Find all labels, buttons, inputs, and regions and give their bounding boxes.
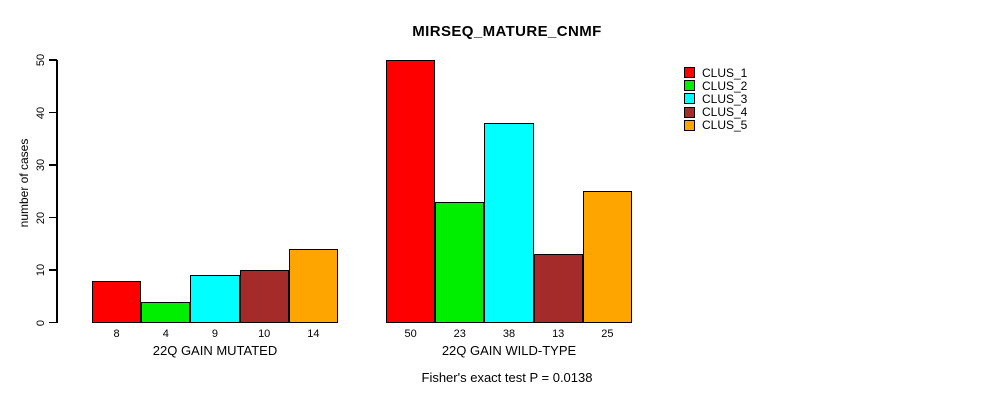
y-tick-label: 40 <box>35 106 47 119</box>
legend-item: CLUS_3 <box>684 91 748 106</box>
y-tick <box>49 59 57 61</box>
legend-item: CLUS_4 <box>684 105 748 120</box>
fisher-test-annotation: Fisher's exact test P = 0.0138 <box>421 370 593 385</box>
group-label: 22Q GAIN WILD-TYPE <box>441 343 577 358</box>
bar-clus_4-group1 <box>239 270 289 323</box>
legend-swatch-clus_5 <box>684 119 695 131</box>
bar-clus_3-group2 <box>484 123 534 323</box>
y-tick <box>49 269 57 271</box>
bar-value-label: 14 <box>307 328 320 340</box>
y-tick-label: 0 <box>35 319 47 326</box>
y-axis-line <box>56 60 58 323</box>
y-tick-label: 10 <box>35 263 47 277</box>
legend-swatch-clus_3 <box>684 93 695 105</box>
legend-swatch-clus_1 <box>684 67 695 79</box>
bar-value-label: 4 <box>162 328 169 340</box>
bar-value-label: 9 <box>211 328 219 340</box>
bar-clus_3-group1 <box>190 275 240 323</box>
bar-clus_2-group2 <box>435 201 485 323</box>
bar-clus_4-group2 <box>533 254 583 323</box>
bar-value-label: 38 <box>502 328 516 340</box>
y-tick <box>49 164 57 166</box>
legend: CLUS_1 CLUS_2 CLUS_3 CLUS_4 CLUS_5 <box>684 66 747 132</box>
bar-clus_5-group2 <box>582 191 632 323</box>
bar-clus_2-group1 <box>141 301 191 323</box>
bar-clus_1-group2 <box>386 60 436 323</box>
group-label: 22Q GAIN MUTATED <box>152 343 278 358</box>
legend-swatch-clus_2 <box>684 80 695 92</box>
legend-label: CLUS_4 <box>702 105 748 120</box>
legend-item: CLUS_2 <box>684 78 748 93</box>
legend-label: CLUS_2 <box>702 78 748 93</box>
legend-swatch-clus_4 <box>684 106 695 118</box>
bar-clus_1-group1 <box>92 280 142 323</box>
legend-item: CLUS_5 <box>684 118 748 133</box>
bar-value-label: 50 <box>404 328 417 340</box>
legend-label: CLUS_1 <box>702 65 748 80</box>
bar-value-label: 8 <box>113 328 120 340</box>
bar-value-label: 25 <box>601 328 614 340</box>
bar-clus_5-group1 <box>288 249 338 323</box>
y-tick <box>49 216 57 219</box>
bar-value-label: 23 <box>453 328 466 340</box>
y-axis-label: number of cases <box>17 138 31 228</box>
y-tick-label: 50 <box>35 53 47 67</box>
y-tick <box>49 321 57 324</box>
legend-label: CLUS_3 <box>702 91 748 106</box>
y-tick-label: 20 <box>35 211 47 224</box>
bar-value-label: 10 <box>258 328 271 340</box>
chart-title: MIRSEQ_MATURE_CNMF <box>412 23 602 40</box>
legend-item: CLUS_1 <box>684 65 748 80</box>
bar-value-label: 13 <box>552 328 565 340</box>
legend-label: CLUS_5 <box>702 118 748 133</box>
y-tick <box>49 111 57 114</box>
y-tick-label: 30 <box>35 158 47 172</box>
